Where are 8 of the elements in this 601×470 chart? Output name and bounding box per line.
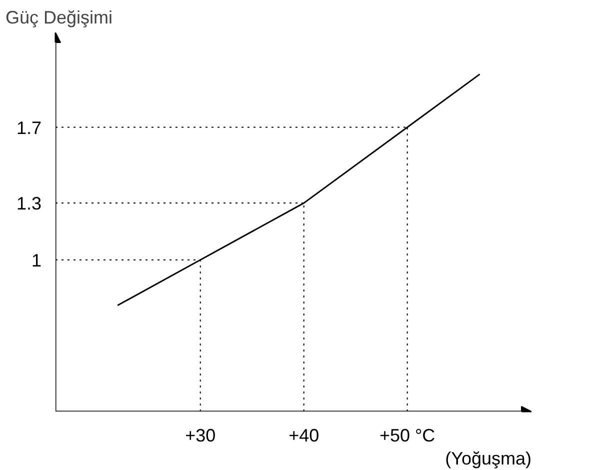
y-tick-label: 1.3 — [16, 194, 42, 214]
x-tick-label: +40 — [288, 426, 320, 446]
y-tick-label: 1.7 — [16, 118, 42, 138]
x-axis-title: (Yoğuşma) — [445, 448, 532, 468]
x-tick-label: +50 °C — [379, 426, 436, 446]
y-axis-title: Güç Değişimi — [6, 8, 113, 28]
y-tick-label: 1 — [31, 250, 42, 270]
x-tick-label: +30 — [185, 426, 216, 446]
